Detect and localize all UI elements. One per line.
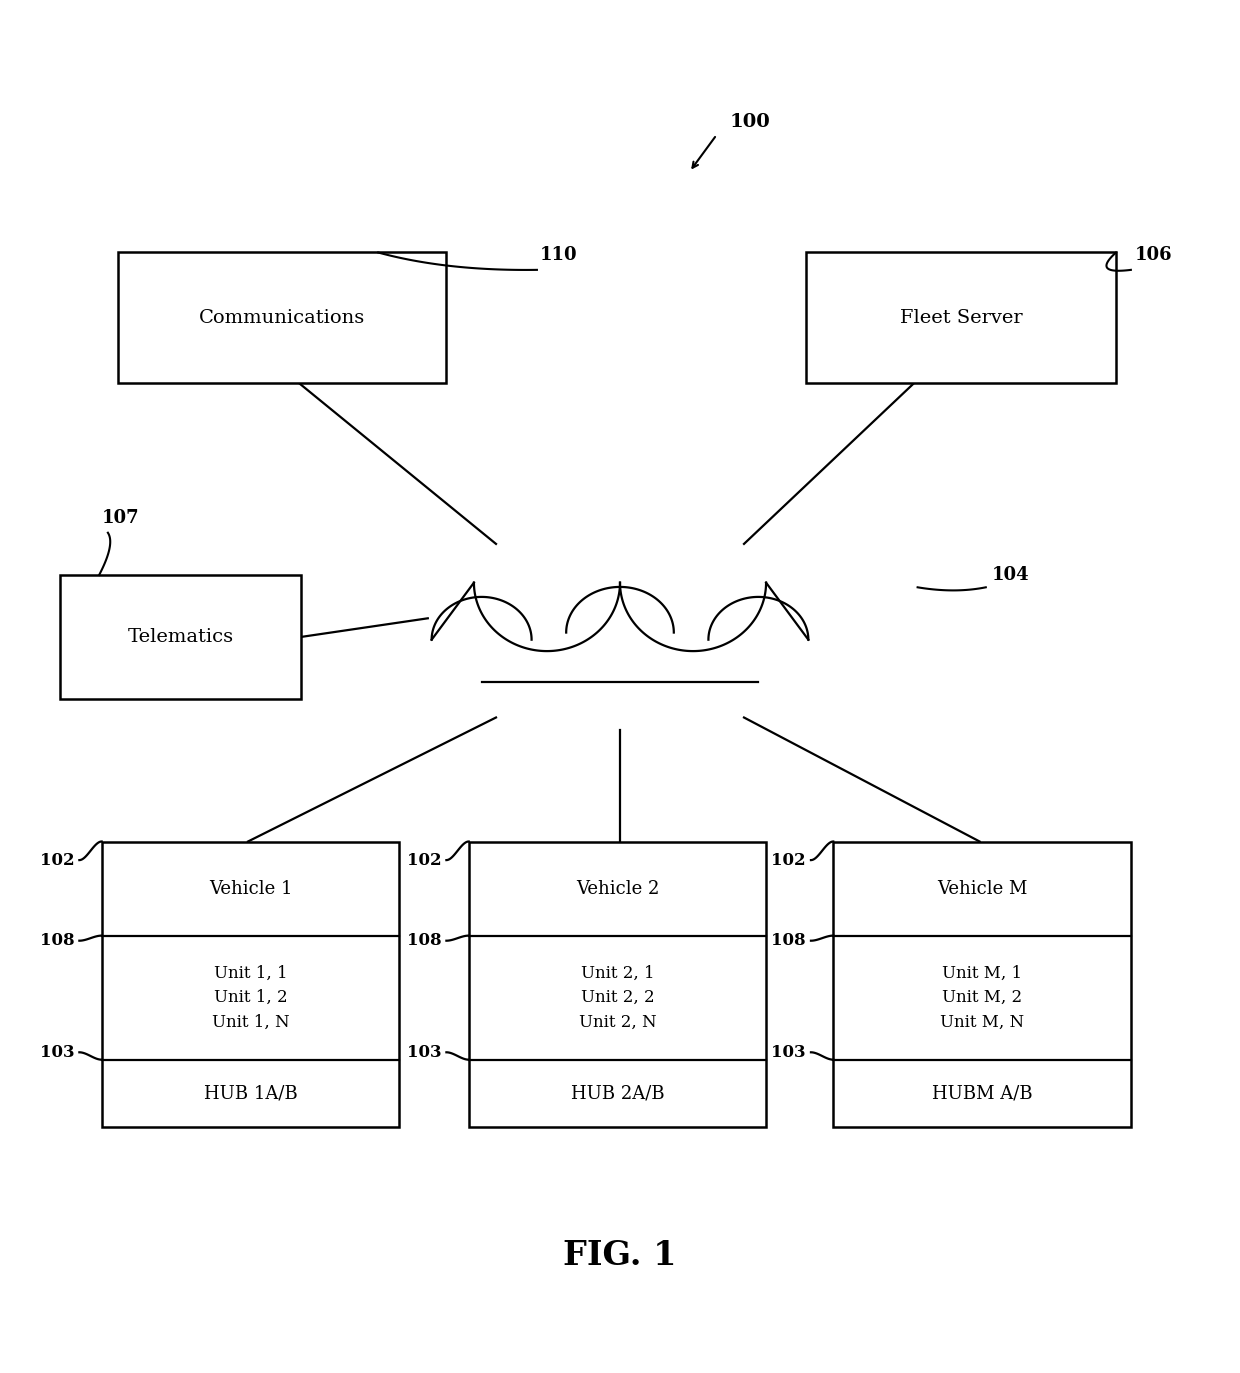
Text: 103: 103: [771, 1043, 806, 1061]
Text: 102: 102: [771, 851, 806, 869]
Text: 107: 107: [102, 509, 139, 527]
Text: Unit 2, 1
Unit 2, 2
Unit 2, N: Unit 2, 1 Unit 2, 2 Unit 2, N: [579, 964, 656, 1031]
Text: Vehicle 1: Vehicle 1: [208, 880, 293, 898]
Text: 103: 103: [40, 1043, 74, 1061]
Text: 103: 103: [407, 1043, 441, 1061]
Text: 104: 104: [992, 566, 1029, 584]
Text: 110: 110: [539, 246, 577, 264]
Text: Unit 1, 1
Unit 1, 2
Unit 1, N: Unit 1, 1 Unit 1, 2 Unit 1, N: [212, 964, 289, 1031]
Bar: [833, 842, 1131, 1127]
Text: HUBM A/B: HUBM A/B: [931, 1085, 1033, 1103]
Text: 100: 100: [729, 114, 770, 132]
Text: Vehicle 2: Vehicle 2: [575, 880, 660, 898]
Text: HUB 1A/B: HUB 1A/B: [203, 1085, 298, 1103]
Bar: [118, 253, 446, 383]
Text: 108: 108: [771, 932, 806, 949]
Text: 102: 102: [40, 851, 74, 869]
Bar: [806, 253, 1116, 383]
Text: 108: 108: [40, 932, 74, 949]
Text: Communications: Communications: [198, 309, 366, 327]
Text: 108: 108: [407, 932, 441, 949]
Text: HUB 2A/B: HUB 2A/B: [570, 1085, 665, 1103]
Text: Fleet Server: Fleet Server: [900, 309, 1022, 327]
Bar: [102, 842, 399, 1127]
Text: Vehicle M: Vehicle M: [937, 880, 1027, 898]
Text: 106: 106: [1135, 246, 1172, 264]
Polygon shape: [432, 586, 807, 682]
Bar: [60, 575, 301, 699]
Bar: [469, 842, 766, 1127]
Text: 102: 102: [407, 851, 441, 869]
Text: FIG. 1: FIG. 1: [563, 1238, 677, 1271]
Text: Telematics: Telematics: [128, 627, 233, 645]
Text: Unit M, 1
Unit M, 2
Unit M, N: Unit M, 1 Unit M, 2 Unit M, N: [940, 964, 1024, 1031]
